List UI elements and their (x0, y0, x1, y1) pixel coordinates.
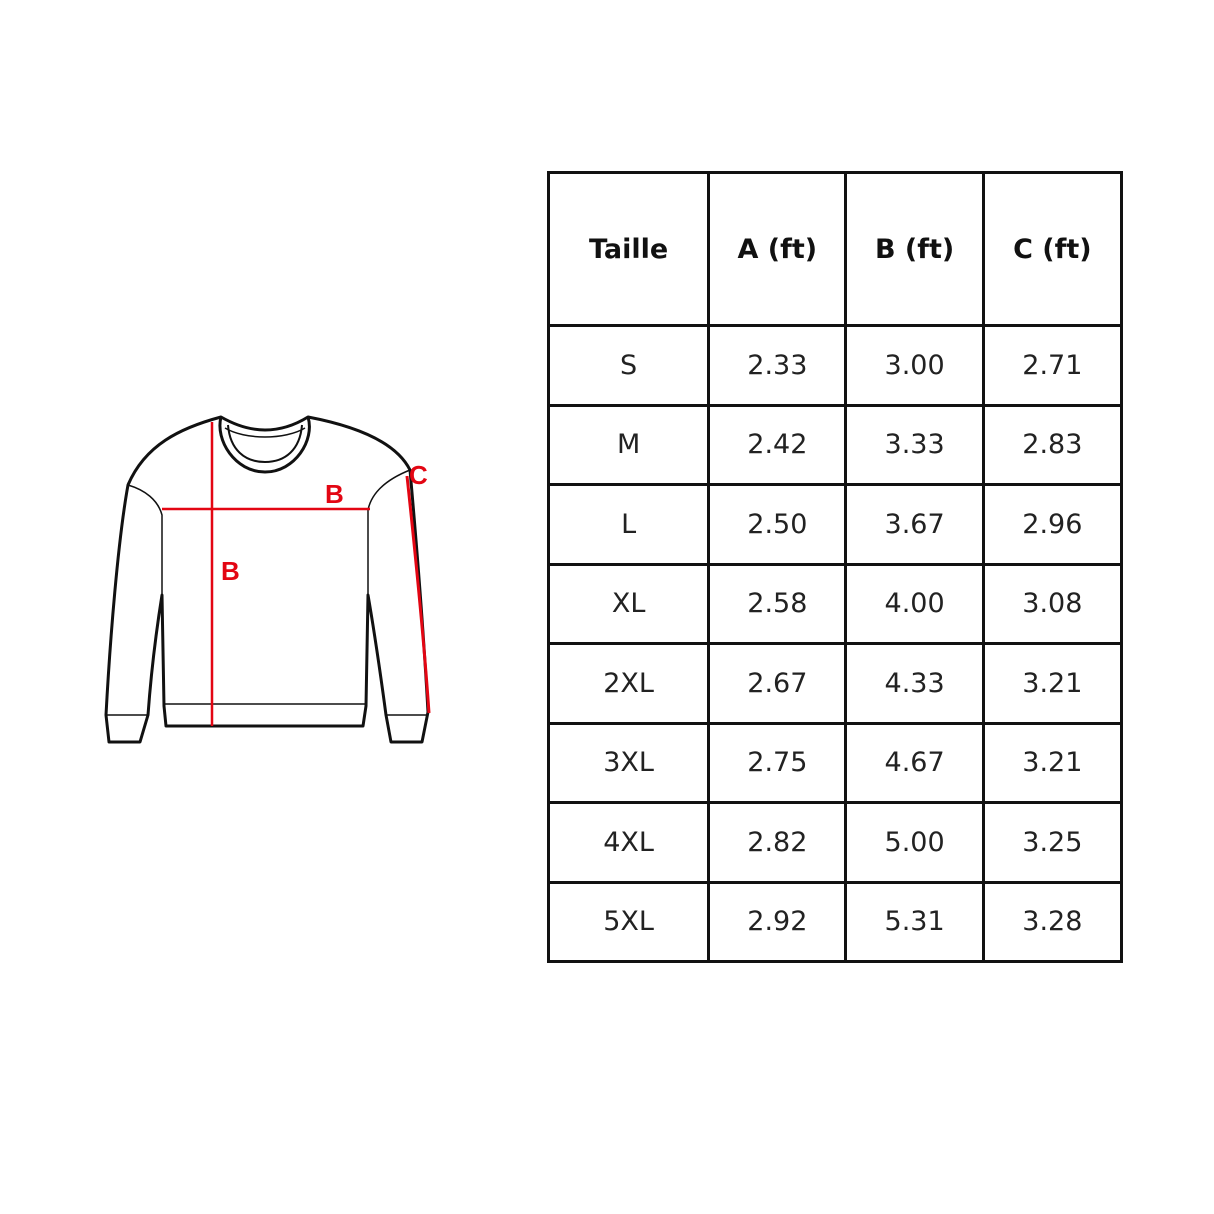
table-row: XL 2.58 4.00 3.08 (546, 562, 1124, 645)
header-size: Taille (546, 171, 711, 327)
cell-c: 3.21 (981, 642, 1124, 725)
table-row: 5XL 2.92 5.31 3.28 (546, 880, 1124, 963)
length-label: B (221, 556, 240, 586)
measurement-lines (162, 422, 431, 726)
cell-c: 2.83 (981, 403, 1124, 486)
cell-a: 2.33 (707, 324, 848, 407)
table-row: 2XL 2.67 4.33 3.21 (546, 642, 1124, 725)
cell-a: 2.58 (707, 562, 848, 645)
table-row: S 2.33 3.00 2.71 (546, 324, 1124, 407)
cell-c: 2.96 (981, 483, 1124, 566)
cell-size: 4XL (546, 801, 711, 884)
cell-b: 4.67 (844, 721, 985, 804)
cell-a: 2.67 (707, 642, 848, 725)
size-table: Taille A (ft) B (ft) C (ft) S 2.33 3.00 2.7… (546, 171, 1124, 963)
table-row: M 2.42 3.33 2.83 (546, 403, 1124, 486)
header-b: B (ft) (844, 171, 985, 327)
cell-b: 3.33 (844, 403, 985, 486)
cell-b: 5.31 (844, 880, 985, 963)
cell-c: 3.25 (981, 801, 1124, 884)
cell-c: 3.21 (981, 721, 1124, 804)
cell-b: 4.33 (844, 642, 985, 725)
cell-b: 3.00 (844, 324, 985, 407)
cell-a: 2.92 (707, 880, 848, 963)
cell-a: 2.82 (707, 801, 848, 884)
cell-b: 3.67 (844, 483, 985, 566)
cell-size: XL (546, 562, 711, 645)
width-label: B (325, 479, 344, 509)
table-row: 4XL 2.82 5.00 3.25 (546, 801, 1124, 884)
cell-size: M (546, 403, 711, 486)
cell-b: 4.00 (844, 562, 985, 645)
header-c: C (ft) (981, 171, 1124, 327)
cell-a: 2.42 (707, 403, 848, 486)
cell-a: 2.50 (707, 483, 848, 566)
cell-size: 3XL (546, 721, 711, 804)
cell-c: 2.71 (981, 324, 1124, 407)
sleeve-label: C (409, 460, 428, 490)
cell-c: 3.08 (981, 562, 1124, 645)
cell-a: 2.75 (707, 721, 848, 804)
sleeve-line (405, 475, 431, 714)
cell-b: 5.00 (844, 801, 985, 884)
cell-size: 2XL (546, 642, 711, 725)
header-a: A (ft) (707, 171, 848, 327)
cell-size: S (546, 324, 711, 407)
sweater-outline (104, 415, 430, 744)
cell-c: 3.28 (981, 880, 1124, 963)
cell-size: L (546, 483, 711, 566)
table-row: L 2.50 3.67 2.96 (546, 483, 1124, 566)
table-row: 3XL 2.75 4.67 3.21 (546, 721, 1124, 804)
table-header-row: Taille A (ft) B (ft) C (ft) (546, 171, 1124, 327)
cell-size: 5XL (546, 880, 711, 963)
